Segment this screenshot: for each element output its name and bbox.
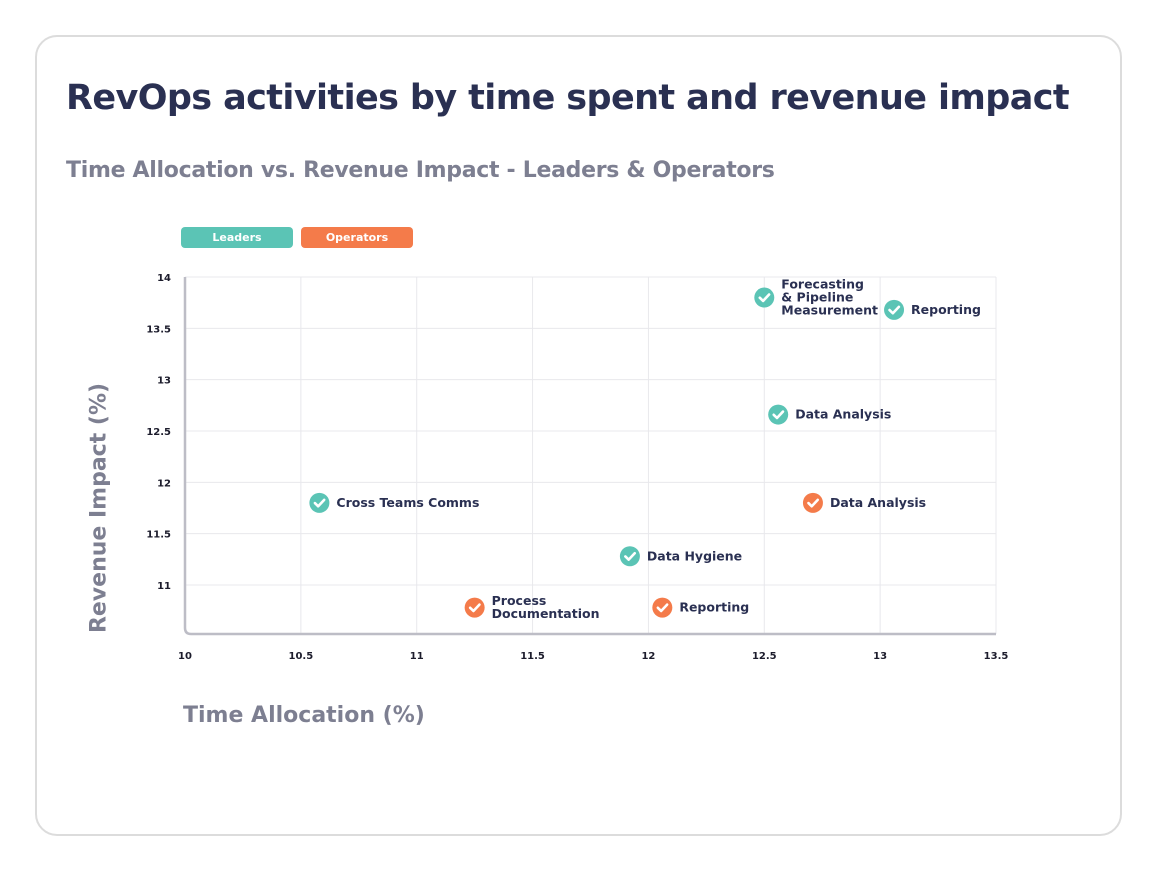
legend-operators[interactable]: Operators	[301, 227, 413, 248]
data-point[interactable]	[802, 492, 823, 513]
axes	[183, 277, 996, 636]
chart-card	[35, 35, 1122, 836]
y-tick-label: 11	[157, 581, 171, 592]
x-tick-label: 10.5	[289, 651, 314, 662]
data-point[interactable]	[309, 492, 330, 513]
x-tick-label: 13	[873, 651, 887, 662]
y-tick-label: 12.5	[146, 427, 171, 438]
chart-title: RevOps activities by time spent and reve…	[66, 78, 1070, 118]
data-point[interactable]	[768, 404, 789, 425]
x-tick-label: 11	[410, 651, 424, 662]
check-icon	[656, 603, 669, 613]
x-tick-label: 12	[641, 651, 655, 662]
y-tick-label: 11.5	[146, 530, 171, 541]
point-label: Reporting	[911, 302, 981, 317]
x-tick-label: 11.5	[520, 651, 545, 662]
x-axis-label: Time Allocation (%)	[183, 703, 425, 728]
point-label: Process	[492, 593, 547, 608]
x-tick-label: 10	[178, 651, 192, 662]
data-point[interactable]	[754, 287, 775, 308]
data-point[interactable]	[884, 299, 905, 320]
data-point[interactable]	[464, 597, 485, 618]
point-label: Data Analysis	[830, 495, 926, 510]
y-tick-label: 12	[157, 478, 171, 489]
check-icon	[624, 551, 636, 561]
check-icon	[772, 410, 785, 420]
check-icon	[807, 498, 820, 508]
point-label: Measurement	[781, 303, 878, 318]
y-tick-label: 13.5	[146, 324, 171, 335]
chart-subtitle: Time Allocation vs. Revenue Impact - Lea…	[66, 158, 775, 183]
point-label: Cross Teams Comms	[336, 495, 479, 510]
point-label: Data Hygiene	[647, 548, 742, 563]
point-label: Reporting	[679, 600, 749, 615]
data-point[interactable]	[652, 597, 673, 618]
point-label: Documentation	[492, 606, 600, 621]
point-label: & Pipeline	[781, 290, 853, 305]
point-label: Forecasting	[781, 277, 864, 292]
x-tick-label: 13.5	[984, 651, 1009, 662]
check-icon	[758, 293, 771, 303]
y-tick-label: 13	[157, 376, 171, 387]
point-label: Data Analysis	[795, 407, 891, 422]
data-point[interactable]	[619, 546, 640, 567]
check-icon	[313, 498, 326, 508]
check-icon	[888, 305, 901, 315]
y-axis-label: Revenue Impact (%)	[86, 382, 112, 634]
check-icon	[468, 603, 481, 613]
x-tick-label: 12.5	[752, 651, 777, 662]
y-tick-label: 14	[157, 273, 171, 284]
legend-leaders[interactable]: Leaders	[181, 227, 293, 248]
